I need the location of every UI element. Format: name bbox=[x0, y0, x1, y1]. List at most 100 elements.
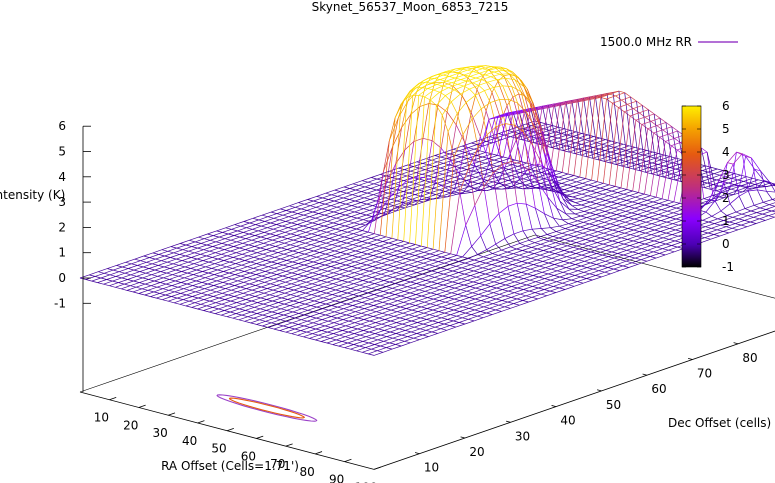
mesh-line bbox=[530, 108, 541, 145]
mesh-line bbox=[113, 266, 123, 271]
mesh-line bbox=[145, 280, 155, 285]
mesh-line bbox=[254, 306, 261, 310]
mesh-line bbox=[603, 243, 610, 247]
mesh-line bbox=[730, 152, 737, 187]
mesh-line bbox=[453, 320, 460, 323]
mesh-line bbox=[657, 164, 664, 167]
mesh-line bbox=[555, 181, 562, 184]
mesh-line bbox=[619, 206, 630, 211]
mesh-line bbox=[180, 293, 187, 296]
mesh-line bbox=[184, 274, 194, 279]
mesh-line bbox=[522, 228, 533, 232]
mesh-line bbox=[262, 325, 269, 328]
mesh-line bbox=[121, 277, 128, 280]
mesh-line bbox=[545, 142, 555, 147]
mesh-line bbox=[326, 242, 333, 246]
mesh-line bbox=[364, 183, 375, 188]
mesh-line bbox=[561, 103, 572, 173]
mesh-line bbox=[369, 320, 376, 323]
mesh-line bbox=[630, 96, 637, 102]
mesh-line bbox=[283, 261, 293, 266]
mesh-line bbox=[427, 247, 434, 250]
mesh-line bbox=[559, 225, 566, 229]
mesh-line bbox=[747, 190, 755, 206]
mesh-line bbox=[388, 242, 395, 245]
mesh-line bbox=[184, 266, 191, 269]
mesh-line bbox=[285, 267, 296, 272]
mesh-line bbox=[287, 235, 297, 239]
mesh-line bbox=[592, 265, 603, 270]
mesh-line bbox=[464, 143, 475, 165]
mesh-line bbox=[622, 151, 632, 156]
mesh-line bbox=[559, 200, 570, 210]
mesh-line bbox=[558, 234, 569, 239]
mesh-line bbox=[330, 266, 337, 269]
mesh-line bbox=[445, 290, 452, 294]
mesh-line bbox=[361, 309, 371, 314]
mesh-line bbox=[345, 275, 352, 278]
mesh-line bbox=[342, 330, 349, 333]
mesh-line bbox=[282, 286, 289, 289]
mesh-line bbox=[262, 250, 273, 255]
mesh-line bbox=[346, 253, 353, 256]
mesh-line bbox=[523, 289, 530, 292]
mesh-line bbox=[357, 314, 368, 319]
mesh-line bbox=[596, 203, 603, 206]
mesh-line bbox=[406, 87, 417, 98]
mesh-line bbox=[197, 305, 207, 310]
mesh-line bbox=[267, 224, 277, 229]
mesh-line bbox=[467, 276, 477, 281]
mesh-line bbox=[459, 191, 467, 226]
mesh-line bbox=[444, 157, 455, 253]
mesh-line bbox=[320, 337, 331, 342]
mesh-line bbox=[236, 313, 243, 316]
mesh-line bbox=[411, 259, 418, 263]
mesh-line bbox=[436, 294, 443, 297]
mesh-line bbox=[199, 275, 206, 279]
mesh-line bbox=[672, 223, 679, 226]
mesh-line bbox=[247, 255, 254, 258]
mesh-line bbox=[339, 199, 350, 203]
mesh-line bbox=[356, 339, 363, 342]
mesh-line bbox=[427, 294, 437, 298]
mesh-line bbox=[504, 253, 514, 258]
mesh-line bbox=[146, 258, 156, 263]
mesh-line bbox=[596, 139, 606, 144]
mesh-line bbox=[650, 195, 657, 198]
mesh-line bbox=[503, 69, 513, 73]
mesh-line bbox=[534, 187, 544, 190]
mesh-line bbox=[370, 234, 381, 239]
mesh-line bbox=[576, 231, 583, 234]
mesh-line bbox=[655, 141, 666, 198]
mesh-line bbox=[481, 300, 488, 303]
mesh-line bbox=[256, 320, 266, 325]
mesh-line bbox=[277, 263, 284, 266]
mesh-line bbox=[552, 243, 562, 248]
mesh-line bbox=[315, 203, 326, 208]
mesh-line bbox=[391, 245, 401, 250]
mesh-line bbox=[234, 285, 241, 288]
mesh-line bbox=[219, 272, 230, 277]
mesh-line bbox=[565, 101, 576, 154]
mesh-line bbox=[467, 279, 474, 283]
mesh-line bbox=[276, 210, 287, 214]
mesh-line bbox=[616, 225, 622, 228]
mesh-line bbox=[338, 292, 348, 297]
mesh-line bbox=[393, 262, 403, 267]
mesh-line bbox=[390, 270, 397, 274]
mesh-line bbox=[730, 185, 741, 190]
mesh-line bbox=[660, 231, 667, 234]
mesh-line bbox=[175, 277, 185, 282]
mesh-line bbox=[338, 224, 345, 227]
mesh-line bbox=[212, 246, 219, 249]
mesh-line bbox=[258, 216, 269, 221]
mesh-line bbox=[638, 242, 645, 245]
mesh-line bbox=[569, 198, 579, 200]
mesh-line bbox=[616, 264, 623, 267]
mesh-line bbox=[394, 305, 401, 308]
mesh-line bbox=[295, 317, 302, 321]
mesh-line bbox=[192, 285, 199, 288]
mesh-line bbox=[378, 267, 385, 270]
mesh-line bbox=[541, 282, 548, 286]
mesh-line bbox=[247, 316, 254, 319]
